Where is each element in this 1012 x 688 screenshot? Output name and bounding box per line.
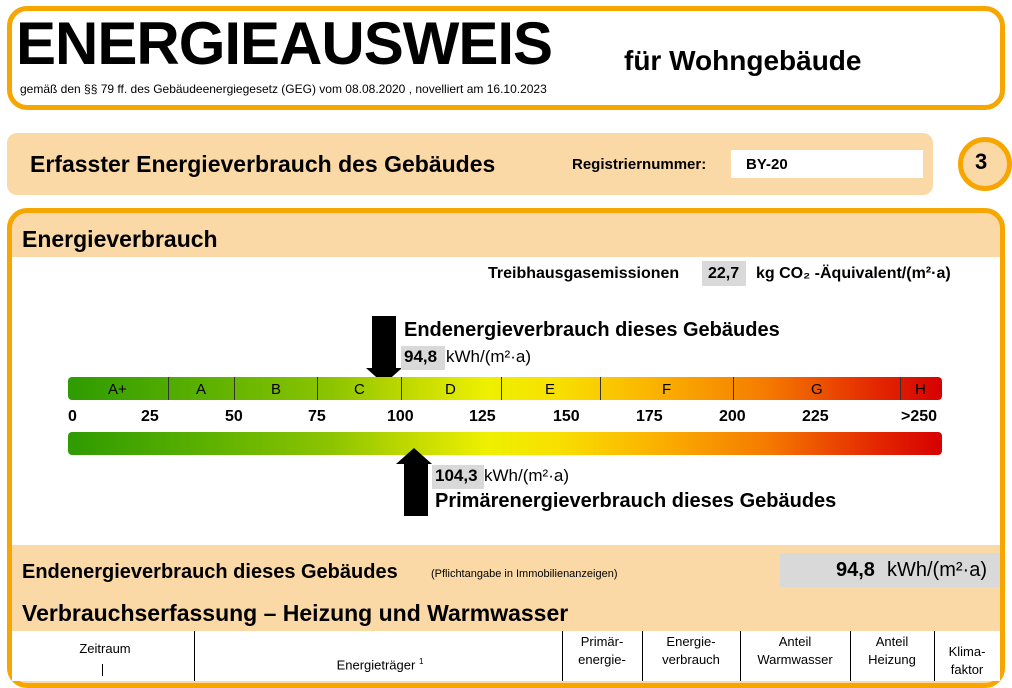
end-energy-marker bbox=[372, 316, 396, 370]
energy-scale-panel bbox=[12, 257, 1000, 545]
energy-class-scale bbox=[68, 377, 942, 400]
table-column-divider bbox=[934, 631, 935, 681]
table-column-divider bbox=[562, 631, 563, 681]
scale-tick-label: 150 bbox=[553, 408, 580, 425]
end-energy-summary-value: 94,8 bbox=[836, 559, 875, 581]
primary-energy-marker-tip bbox=[396, 448, 432, 464]
column-header-heating-line: Heizung bbox=[868, 652, 916, 667]
column-header-primary: Primär-energie- bbox=[562, 633, 642, 669]
primary-energy-scale bbox=[68, 432, 942, 455]
energy-class-label: A bbox=[196, 381, 207, 398]
energy-class-label: E bbox=[545, 381, 556, 398]
scale-tick-label: 100 bbox=[387, 408, 414, 425]
column-header-primary-line: energie- bbox=[578, 652, 626, 667]
column-header-energy-line: verbrauch bbox=[662, 652, 720, 667]
end-energy-summary-label: Endenergieverbrauch dieses Gebäudes bbox=[22, 561, 398, 583]
energy-heading: Energieverbrauch bbox=[22, 226, 218, 252]
end-energy-summary-box bbox=[780, 553, 1000, 587]
scale-separator bbox=[600, 377, 601, 400]
ghg-value-box bbox=[702, 261, 746, 286]
primary-energy-marker bbox=[404, 462, 428, 516]
primary-energy-unit: kWh/(m²·a) bbox=[484, 466, 569, 485]
table-column-divider bbox=[642, 631, 643, 681]
registration-value: BY-20 bbox=[746, 156, 788, 173]
scale-tick-label: 175 bbox=[636, 408, 663, 425]
document-subtitle: für Wohngebäude bbox=[624, 45, 862, 76]
table-column-divider bbox=[850, 631, 851, 681]
column-header-climate-line: Klima- bbox=[948, 644, 986, 659]
ghg-value: 22,7 bbox=[708, 265, 740, 282]
table-column-divider bbox=[194, 631, 195, 681]
scale-tick-label: 50 bbox=[225, 408, 243, 425]
consumption-table bbox=[12, 631, 1000, 681]
end-energy-label: Endenergieverbrauch dieses Gebäudes bbox=[404, 319, 780, 341]
column-header-energy-line: Energie- bbox=[666, 634, 716, 649]
scale-separator bbox=[501, 377, 502, 400]
ghg-label: Treibhausgasemissionen bbox=[488, 265, 680, 282]
scale-tick-label: >250 bbox=[901, 408, 938, 425]
scale-separator bbox=[733, 377, 734, 400]
energy-class-label: D bbox=[445, 381, 456, 398]
page-number-badge bbox=[958, 137, 1012, 191]
column-header-carrier: Energieträger 1 bbox=[336, 657, 424, 673]
legal-basis: gemäß den §§ 79 ff. des Gebäudeenergiege… bbox=[20, 82, 547, 96]
energy-class-label: G bbox=[811, 381, 823, 398]
end-energy-summary-unit: kWh/(m²·a) bbox=[887, 559, 987, 581]
column-header-heating: Anteil Heizung bbox=[850, 633, 934, 669]
column-header-hot-water: Anteil Warmwasser bbox=[740, 633, 850, 669]
consumption-heading: Verbrauchserfassung – Heizung und Warmwa… bbox=[22, 600, 569, 626]
end-energy-value-box bbox=[401, 346, 445, 370]
scale-separator bbox=[900, 377, 901, 400]
document-title: ENERGIEAUSWEIS bbox=[16, 10, 553, 77]
energy-class-label: H bbox=[915, 381, 926, 398]
end-energy-summary-note: (Pflichtangabe in Immobilienanzeigen) bbox=[431, 568, 618, 580]
page-number: 3 bbox=[975, 149, 988, 174]
scale-separator bbox=[317, 377, 318, 400]
section-title: Erfasster Energieverbrauch des Gebäudes bbox=[30, 151, 496, 177]
header-frame bbox=[7, 6, 1005, 110]
scale-tick-label: 200 bbox=[719, 408, 746, 425]
column-header-hot-water-line: Warmwasser bbox=[757, 652, 833, 667]
energy-class-label: B bbox=[271, 381, 282, 398]
energy-class-label: F bbox=[662, 381, 672, 398]
column-header-period: Zeitraum bbox=[79, 641, 131, 656]
registration-field bbox=[731, 150, 923, 178]
energy-class-label: A+ bbox=[108, 381, 127, 398]
column-header-hot-water-line: Anteil bbox=[778, 634, 812, 649]
scale-tick-label: 75 bbox=[308, 408, 326, 425]
scale-separator bbox=[168, 377, 169, 400]
scale-tick-label: 225 bbox=[802, 408, 829, 425]
primary-energy-value-box bbox=[432, 465, 484, 489]
ghg-unit: kg CO₂ -Äquivalent/(m²·a) bbox=[756, 265, 951, 282]
scale-tick-label: 25 bbox=[141, 408, 159, 425]
scale-separator bbox=[234, 377, 235, 400]
column-header-energy: Energie-verbrauch bbox=[642, 633, 740, 669]
energy-class-label: C bbox=[354, 381, 365, 398]
scale-separator bbox=[401, 377, 402, 400]
column-header-climate: Klima-faktor bbox=[934, 643, 1000, 679]
table-column-divider bbox=[740, 631, 741, 681]
primary-energy-value: 104,3 bbox=[435, 466, 478, 485]
end-energy-value: 94,8 bbox=[404, 347, 438, 366]
column-header-heating-line: Anteil bbox=[875, 634, 909, 649]
column-header-carrier-sup: 1 bbox=[418, 657, 424, 666]
registration-label: Registriernummer: bbox=[572, 156, 707, 173]
scale-tick-label: 125 bbox=[469, 408, 496, 425]
column-header-primary-line: Primär- bbox=[580, 634, 624, 649]
column-header-climate-line: faktor bbox=[950, 662, 984, 677]
table-subdivider bbox=[102, 664, 103, 676]
scale-tick-label: 0 bbox=[68, 408, 77, 425]
end-energy-unit: kWh/(m²·a) bbox=[446, 347, 531, 366]
primary-energy-label: Primärenergieverbrauch dieses Gebäudes bbox=[435, 490, 837, 512]
